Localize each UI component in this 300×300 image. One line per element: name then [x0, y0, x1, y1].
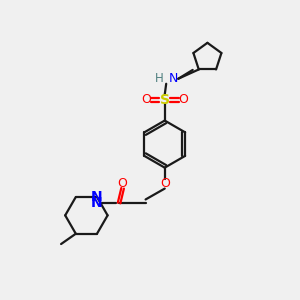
Text: N: N	[169, 72, 178, 85]
Text: O: O	[178, 93, 188, 106]
Text: N: N	[91, 196, 103, 210]
Text: O: O	[118, 177, 128, 190]
Text: N: N	[91, 190, 103, 204]
Text: O: O	[142, 93, 152, 106]
Text: O: O	[160, 177, 170, 190]
Text: S: S	[160, 93, 170, 107]
Text: H: H	[155, 72, 164, 85]
